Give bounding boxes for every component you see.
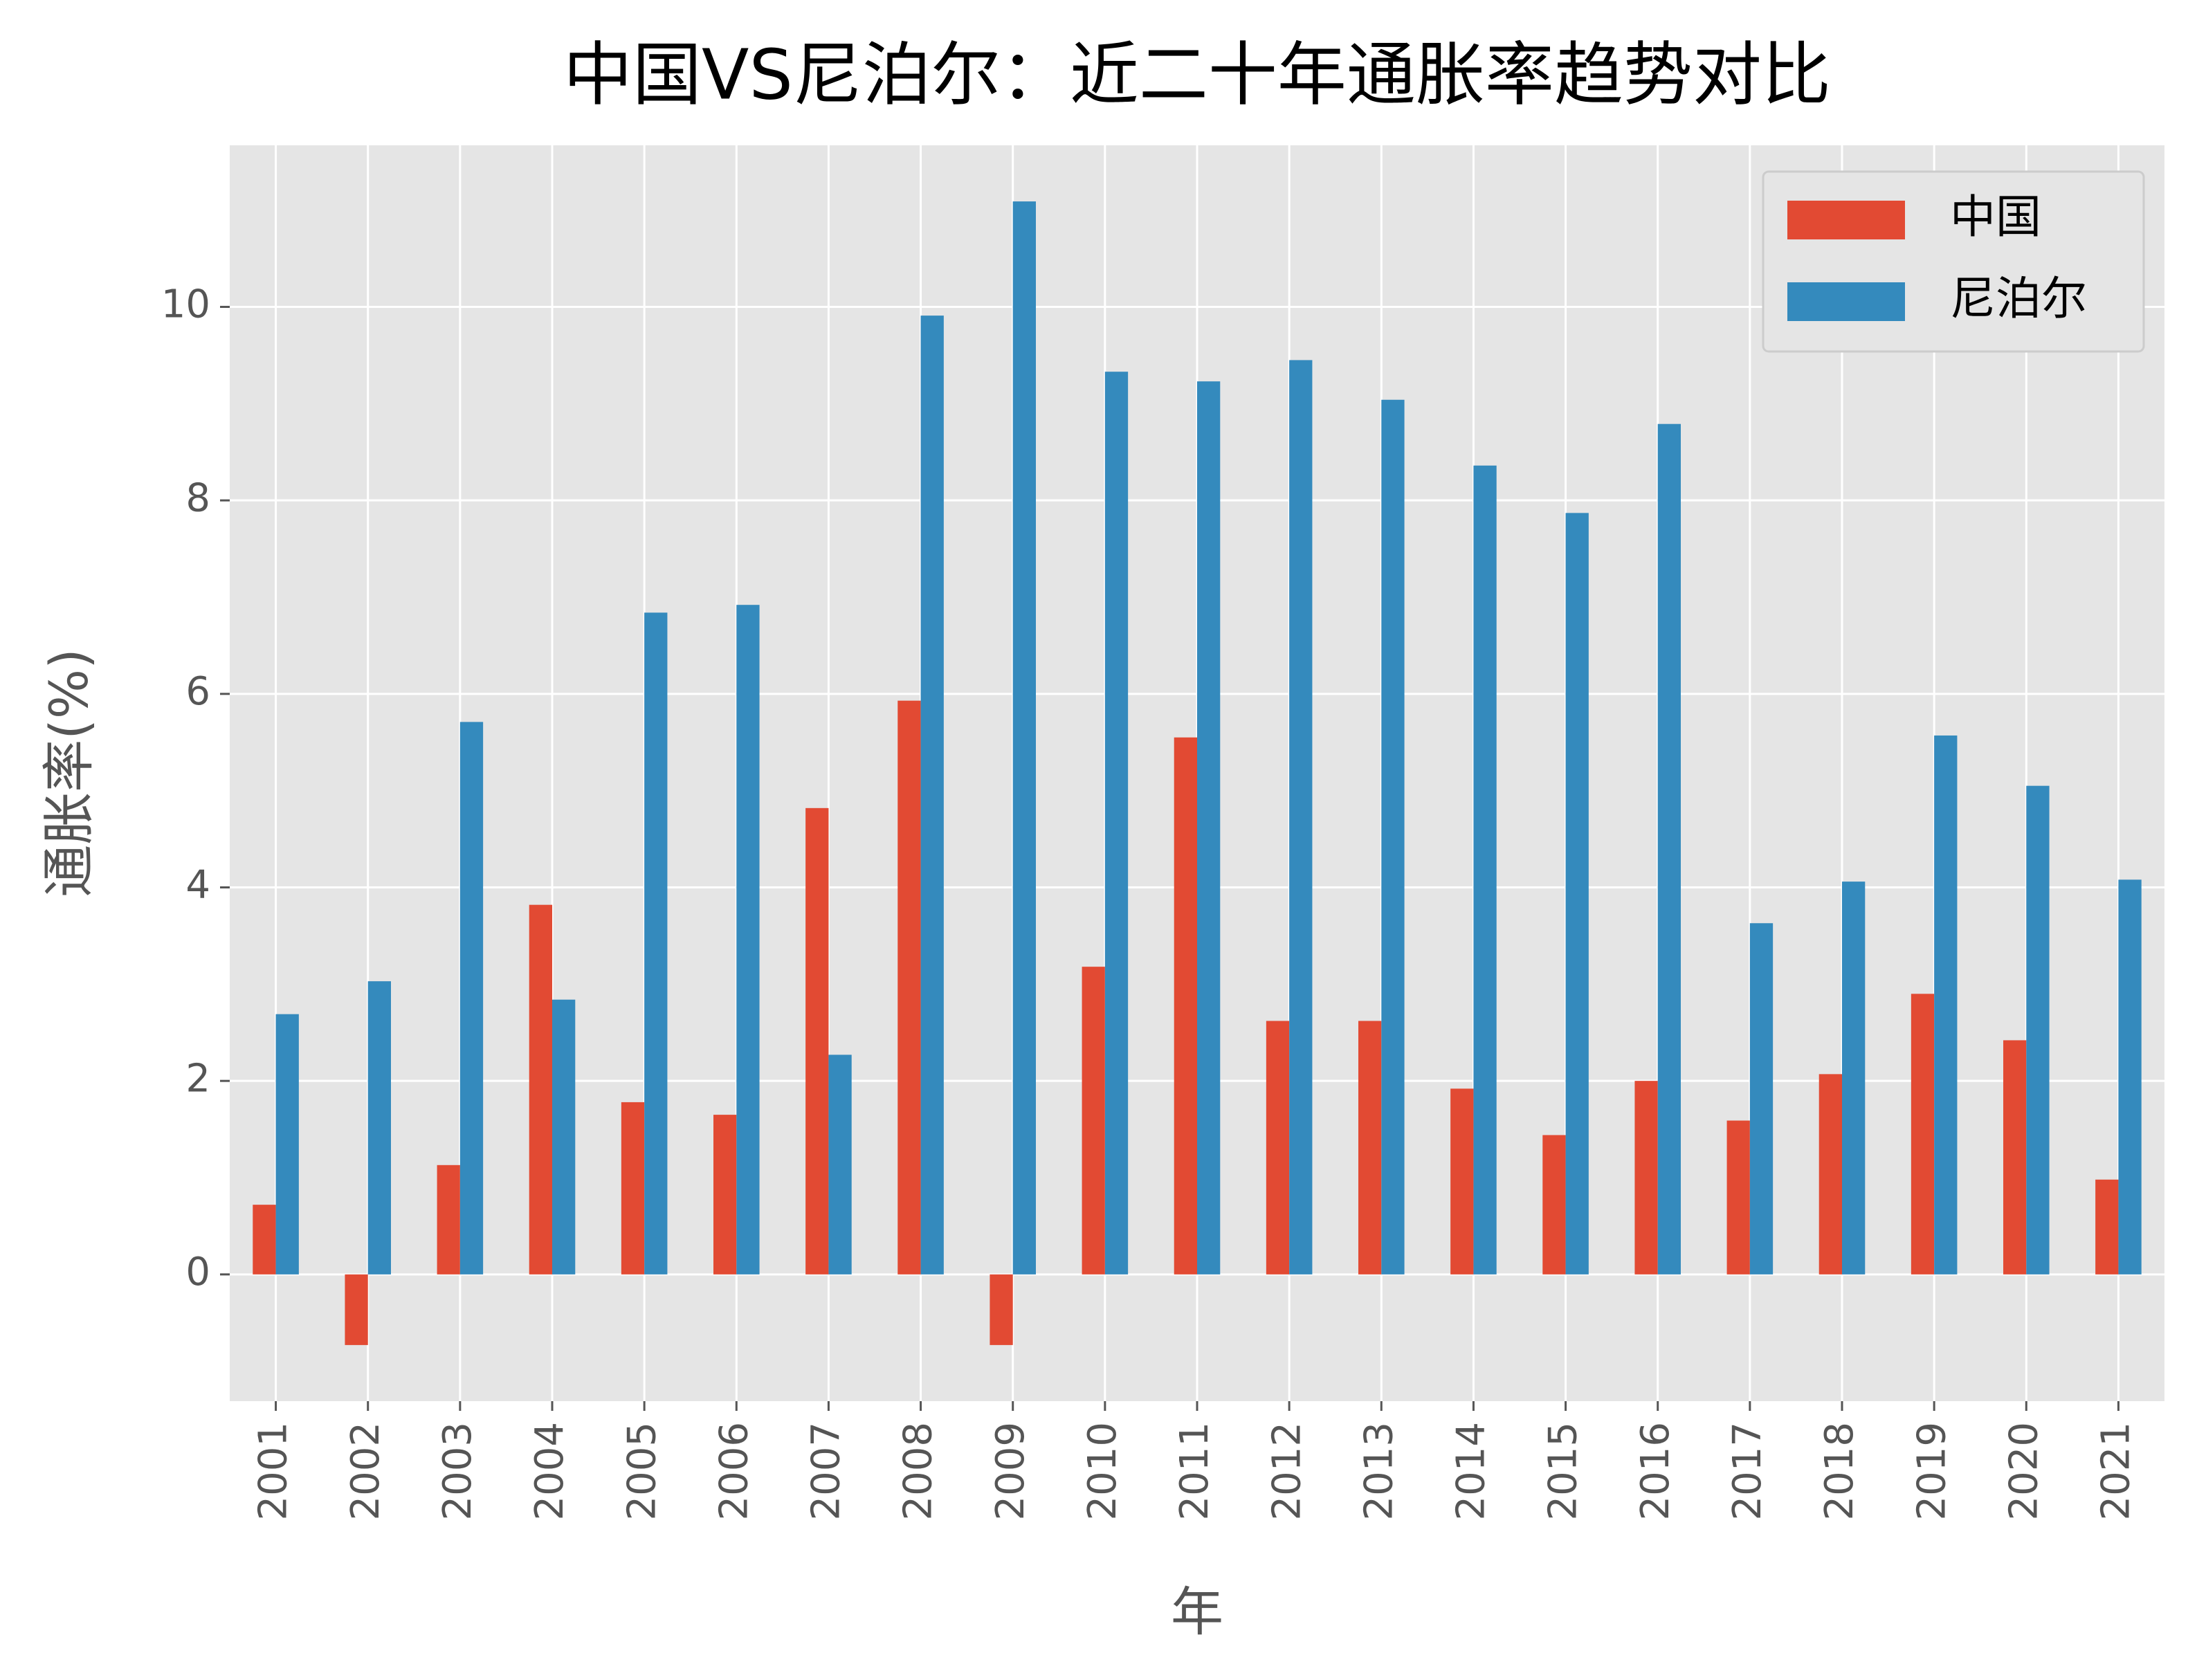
- bar: [1542, 1135, 1566, 1275]
- bar: [1473, 465, 1497, 1275]
- y-tick-label: 0: [185, 1250, 210, 1295]
- x-tick-label: 2008: [896, 1422, 941, 1521]
- x-tick-label: 2004: [527, 1422, 572, 1521]
- x-tick-label: 2014: [1449, 1422, 1494, 1521]
- x-tick-label: 2016: [1633, 1422, 1678, 1521]
- bar: [2026, 785, 2050, 1275]
- bar: [1657, 423, 1681, 1275]
- legend-label: 尼泊尔: [1950, 272, 2087, 325]
- x-tick-label: 2018: [1817, 1422, 1862, 1521]
- bar: [1381, 399, 1405, 1275]
- y-axis-label: 通胀率(%): [38, 648, 100, 897]
- bar: [253, 1205, 276, 1275]
- legend-swatch: [1787, 201, 1905, 239]
- x-tick-label: 2001: [251, 1422, 296, 1521]
- bar: [1565, 513, 1589, 1275]
- bar: [275, 1014, 299, 1275]
- bar: [1842, 882, 1866, 1275]
- x-tick-label: 2006: [711, 1422, 756, 1521]
- bar: [2118, 879, 2142, 1275]
- bar: [1934, 735, 1958, 1275]
- x-tick-label: 2011: [1172, 1422, 1217, 1521]
- x-tick-label: 2013: [1356, 1422, 1401, 1521]
- bar: [713, 1115, 737, 1275]
- y-tick-label: 10: [161, 282, 210, 327]
- x-axis-label: 年: [1171, 1581, 1223, 1643]
- x-tick-label: 2021: [2094, 1422, 2139, 1521]
- x-tick-label: 2012: [1264, 1422, 1309, 1521]
- bar: [529, 904, 552, 1275]
- bar: [1174, 737, 1197, 1275]
- bar: [1289, 360, 1313, 1275]
- bar: [1012, 201, 1036, 1275]
- bar: [1197, 381, 1221, 1275]
- bar: [459, 722, 484, 1275]
- x-tick-label: 2003: [435, 1422, 480, 1521]
- bar: [1911, 994, 1935, 1275]
- bar: [828, 1054, 852, 1275]
- x-tick-label: 2005: [619, 1422, 664, 1521]
- x-tick-label: 2019: [1909, 1422, 1954, 1521]
- bar: [990, 1274, 1013, 1345]
- y-tick-label: 8: [185, 475, 210, 520]
- chart-title: 中国VS尼泊尔：近二十年通胀率趋势对比: [563, 34, 1831, 115]
- y-tick-label: 4: [185, 863, 210, 908]
- bar: [437, 1165, 460, 1275]
- x-tick-label: 2002: [343, 1422, 388, 1521]
- bar: [1104, 372, 1129, 1275]
- bar: [1358, 1021, 1382, 1275]
- bar: [2003, 1040, 2027, 1275]
- y-tick-label: 6: [185, 669, 210, 714]
- bar: [345, 1274, 368, 1345]
- bar: [1749, 923, 1774, 1275]
- bar: [552, 999, 576, 1275]
- bar: [1818, 1074, 1842, 1275]
- x-tick-label: 2010: [1080, 1422, 1125, 1521]
- bar: [1266, 1021, 1290, 1275]
- x-tick-label: 2017: [1725, 1422, 1770, 1521]
- bar: [897, 700, 921, 1275]
- y-tick-label: 2: [185, 1056, 210, 1101]
- bar: [367, 981, 391, 1275]
- x-tick-label: 2009: [988, 1422, 1033, 1521]
- bar: [644, 612, 668, 1275]
- bar: [621, 1102, 645, 1275]
- bar: [1634, 1081, 1658, 1275]
- legend-swatch: [1787, 282, 1905, 321]
- x-tick-label: 2020: [2001, 1422, 2046, 1521]
- bar: [920, 316, 944, 1275]
- bar: [736, 605, 760, 1275]
- x-tick-label: 2007: [804, 1422, 849, 1521]
- legend-label: 中国: [1950, 190, 2041, 244]
- bar: [1450, 1088, 1474, 1275]
- bar: [805, 807, 829, 1275]
- bar: [2095, 1179, 2119, 1275]
- x-tick-label: 2015: [1541, 1422, 1586, 1521]
- bar: [1726, 1120, 1750, 1275]
- bar: [1082, 967, 1105, 1275]
